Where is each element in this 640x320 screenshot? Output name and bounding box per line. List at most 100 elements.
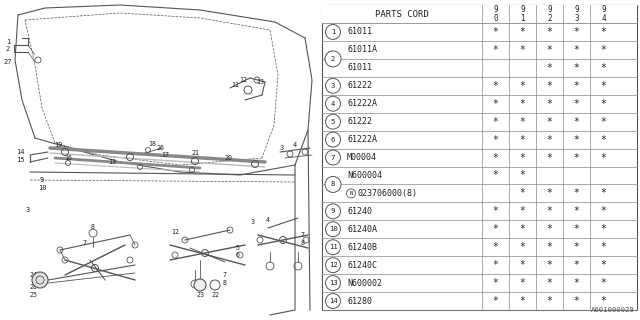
Text: 61240B: 61240B xyxy=(347,243,377,252)
Text: *: * xyxy=(547,81,552,91)
Text: 9
3: 9 3 xyxy=(574,5,579,23)
Text: *: * xyxy=(600,206,607,216)
Text: *: * xyxy=(520,188,525,198)
Text: *: * xyxy=(493,171,499,180)
Circle shape xyxy=(325,176,341,192)
Text: 1: 1 xyxy=(6,39,10,45)
Text: *: * xyxy=(547,278,552,288)
Text: 61011: 61011 xyxy=(347,28,372,36)
Text: 1: 1 xyxy=(331,29,335,35)
Text: 2: 2 xyxy=(331,56,335,62)
Circle shape xyxy=(194,279,206,291)
Text: 9
2: 9 2 xyxy=(547,5,552,23)
Text: *: * xyxy=(547,188,552,198)
Text: 23: 23 xyxy=(196,292,204,298)
Bar xyxy=(322,5,637,23)
Text: *: * xyxy=(573,206,579,216)
Text: 4: 4 xyxy=(266,217,270,223)
Text: 61222A: 61222A xyxy=(347,135,377,144)
Text: *: * xyxy=(520,171,525,180)
Text: 10: 10 xyxy=(38,185,46,191)
Text: *: * xyxy=(573,99,579,109)
Text: *: * xyxy=(493,153,499,163)
Text: *: * xyxy=(493,296,499,306)
Text: 11: 11 xyxy=(328,244,337,250)
Circle shape xyxy=(326,222,340,237)
Text: 9: 9 xyxy=(331,208,335,214)
Circle shape xyxy=(326,132,340,147)
Text: *: * xyxy=(493,242,499,252)
Text: 12: 12 xyxy=(239,77,247,83)
Text: 16: 16 xyxy=(64,155,72,161)
Text: *: * xyxy=(520,242,525,252)
Text: 2: 2 xyxy=(6,46,10,52)
Text: 3: 3 xyxy=(331,83,335,89)
Circle shape xyxy=(326,293,340,308)
Text: *: * xyxy=(573,81,579,91)
Text: *: * xyxy=(520,81,525,91)
Text: M00004: M00004 xyxy=(347,153,377,162)
Text: *: * xyxy=(600,135,607,145)
Text: 24: 24 xyxy=(29,272,37,278)
Text: 18: 18 xyxy=(148,141,156,147)
Bar xyxy=(322,5,637,310)
Text: 26: 26 xyxy=(156,145,164,151)
Text: 3: 3 xyxy=(251,219,255,225)
Text: 8: 8 xyxy=(301,240,305,246)
Text: *: * xyxy=(600,99,607,109)
Text: 15: 15 xyxy=(16,157,24,163)
Text: *: * xyxy=(547,260,552,270)
Text: *: * xyxy=(520,117,525,127)
Text: 3: 3 xyxy=(26,207,30,213)
Text: *: * xyxy=(493,260,499,270)
Text: 8: 8 xyxy=(331,181,335,188)
Circle shape xyxy=(326,204,340,219)
Text: *: * xyxy=(547,206,552,216)
Text: *: * xyxy=(493,45,499,55)
Text: *: * xyxy=(493,278,499,288)
Text: 25: 25 xyxy=(29,292,37,298)
Text: N: N xyxy=(349,191,353,196)
Text: 7: 7 xyxy=(301,232,305,238)
Text: *: * xyxy=(547,63,552,73)
Text: *: * xyxy=(520,135,525,145)
Text: *: * xyxy=(547,242,552,252)
Text: N600002: N600002 xyxy=(347,279,382,288)
Text: *: * xyxy=(600,260,607,270)
Text: 4: 4 xyxy=(331,101,335,107)
Text: *: * xyxy=(600,153,607,163)
Text: 9: 9 xyxy=(40,177,44,183)
Text: 61280: 61280 xyxy=(347,297,372,306)
Circle shape xyxy=(326,114,340,129)
Text: *: * xyxy=(493,27,499,37)
Text: *: * xyxy=(493,135,499,145)
Text: *: * xyxy=(573,45,579,55)
Text: *: * xyxy=(600,188,607,198)
Text: *: * xyxy=(573,153,579,163)
Text: 6: 6 xyxy=(236,252,240,258)
Text: *: * xyxy=(573,224,579,234)
Text: 61011A: 61011A xyxy=(347,45,377,54)
Text: A601000029: A601000029 xyxy=(591,307,635,313)
Text: *: * xyxy=(520,45,525,55)
Text: *: * xyxy=(520,206,525,216)
Text: 7: 7 xyxy=(223,272,227,278)
Text: *: * xyxy=(493,117,499,127)
Text: 61011: 61011 xyxy=(347,63,372,72)
Text: *: * xyxy=(573,278,579,288)
Text: *: * xyxy=(600,117,607,127)
Text: 8: 8 xyxy=(223,280,227,286)
Text: 10: 10 xyxy=(328,226,337,232)
Text: 12: 12 xyxy=(171,229,179,235)
Circle shape xyxy=(346,189,355,198)
Text: 7: 7 xyxy=(331,155,335,161)
Text: 4: 4 xyxy=(293,142,297,148)
Text: 27: 27 xyxy=(4,59,12,65)
Circle shape xyxy=(325,51,341,67)
Text: 61240C: 61240C xyxy=(347,261,377,270)
Text: 6: 6 xyxy=(331,137,335,143)
Text: *: * xyxy=(600,81,607,91)
Text: *: * xyxy=(547,296,552,306)
Text: *: * xyxy=(573,296,579,306)
Text: *: * xyxy=(573,188,579,198)
